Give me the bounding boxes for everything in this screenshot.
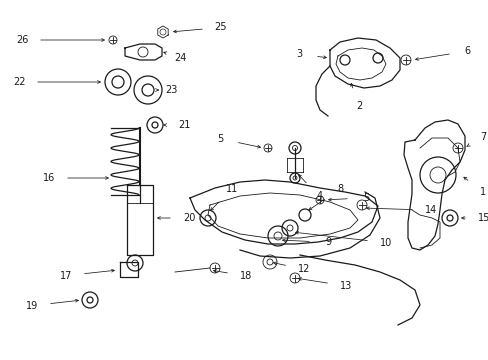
Text: 3: 3 [295,49,302,59]
Text: 23: 23 [164,85,177,95]
Text: 8: 8 [336,184,342,194]
Text: 1: 1 [479,186,485,197]
Text: 2: 2 [355,101,362,111]
Text: 24: 24 [174,53,186,63]
Text: 5: 5 [362,193,368,203]
Text: 21: 21 [178,120,190,130]
Text: 26: 26 [16,35,28,45]
Text: 9: 9 [324,237,330,247]
Text: 4: 4 [315,192,322,201]
Text: 18: 18 [239,271,251,281]
Text: 5: 5 [217,134,223,144]
Text: 15: 15 [477,213,488,223]
Text: 16: 16 [43,173,55,183]
Text: 6: 6 [464,46,470,56]
Text: 20: 20 [183,213,195,223]
Text: 19: 19 [26,301,38,311]
Text: 25: 25 [214,22,227,32]
Text: 17: 17 [60,271,72,281]
Text: 7: 7 [479,132,486,142]
Text: 12: 12 [297,264,309,274]
Text: 11: 11 [225,184,238,194]
Text: 22: 22 [13,77,25,87]
Text: 10: 10 [379,238,391,248]
Text: 14: 14 [424,205,436,215]
Text: 13: 13 [339,281,351,291]
